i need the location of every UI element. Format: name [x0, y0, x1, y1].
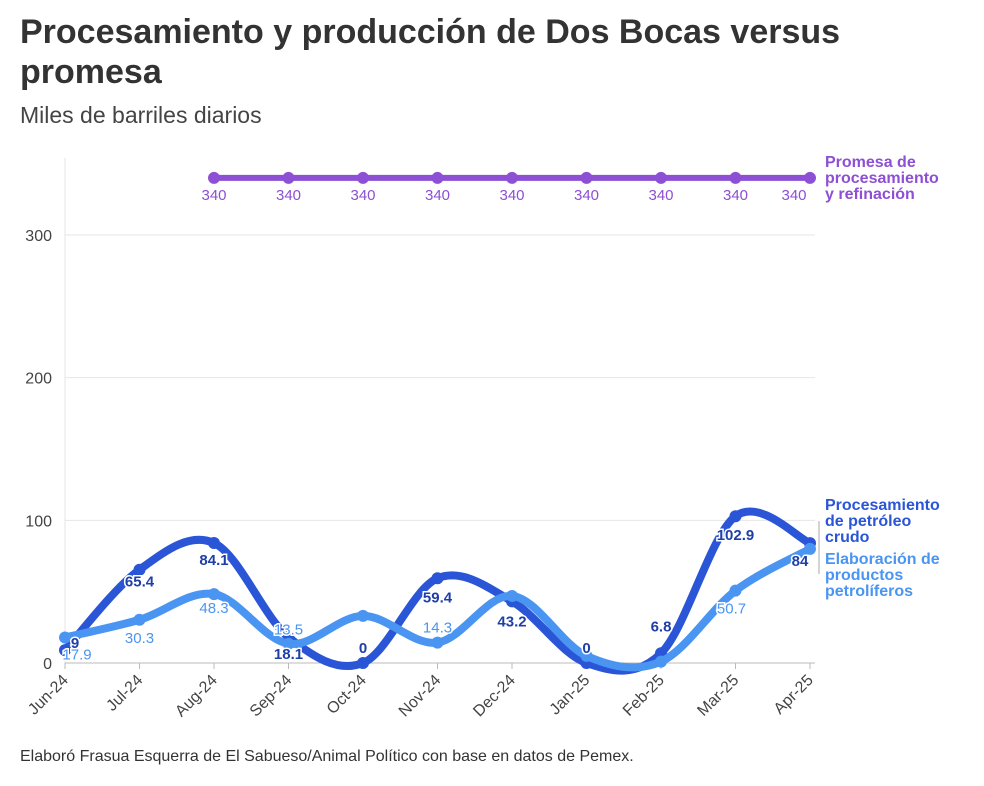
point-productos: [729, 584, 742, 597]
point-productos: [357, 609, 369, 622]
point-productos: [580, 649, 593, 662]
data-label-promesa: 340: [276, 187, 301, 204]
x-tick-label: Dec-24: [470, 672, 519, 721]
series-label-crudo: de petróleo: [825, 513, 911, 530]
point-productos: [655, 655, 667, 668]
point-productos: [506, 589, 518, 602]
data-label-crudo: 0: [582, 640, 590, 657]
data-label-crudo: 0: [359, 640, 367, 657]
point-productos: [804, 542, 816, 555]
point-promesa: [208, 171, 220, 184]
point-crudo: [357, 657, 369, 669]
data-label-crudo: 43.2: [497, 613, 526, 630]
data-label-crudo: 9: [71, 635, 79, 652]
x-tick-label: Jul-24: [103, 672, 146, 715]
x-tick-label: Nov-24: [396, 672, 445, 721]
point-promesa: [804, 171, 816, 184]
point-productos: [133, 613, 146, 626]
data-label-productos: 48.3: [199, 600, 228, 617]
source-note: Elaboró Frasua Esquerra de El Sabueso/An…: [20, 748, 634, 765]
data-label-crudo: 84: [792, 553, 809, 570]
point-promesa: [655, 171, 667, 184]
series-line-productos: [61, 544, 814, 672]
data-label-productos: 30.3: [125, 630, 154, 647]
data-label-productos: 14.3: [423, 620, 452, 637]
data-label-crudo: 6.8: [651, 618, 672, 635]
y-tick-label: 100: [25, 513, 52, 530]
point-promesa: [506, 171, 518, 184]
point-crudo: [729, 510, 742, 523]
y-tick-label: 0: [43, 656, 52, 673]
point-productos: [208, 588, 220, 601]
data-label-promesa: 340: [648, 187, 673, 204]
data-label-promesa: 340: [425, 187, 450, 204]
y-tick-label: 200: [25, 371, 52, 388]
series-label-promesa: y refinación: [825, 186, 915, 203]
chart-title: Procesamiento y producción de Dos Bocas …: [20, 13, 841, 91]
point-promesa: [729, 171, 742, 184]
point-promesa: [580, 171, 593, 184]
data-label-promesa: 340: [350, 187, 375, 204]
x-tick-label: Sep-24: [247, 672, 296, 721]
data-label-crudo: 59.4: [423, 589, 453, 606]
series-label-promesa: procesamiento: [825, 170, 939, 187]
data-label-crudo: 84.1: [199, 552, 228, 569]
point-crudo: [133, 563, 146, 576]
series-label-crudo: Procesamiento: [825, 497, 940, 514]
x-tick-label: Feb-25: [620, 672, 668, 720]
x-tick-label: Mar-25: [694, 672, 742, 720]
data-label-crudo: 18.1: [274, 646, 303, 663]
point-productos: [431, 636, 444, 649]
data-label-crudo: 65.4: [125, 574, 155, 591]
point-productos: [59, 631, 71, 644]
series-label-productos: petrolíferos: [825, 583, 913, 600]
point-crudo: [208, 537, 220, 550]
x-tick-label: Apr-25: [771, 672, 817, 718]
x-tick-label: Jan-25: [547, 672, 594, 719]
x-tick-label: Jun-24: [25, 672, 72, 719]
x-tick-label: Oct-24: [324, 672, 370, 718]
point-crudo: [431, 572, 444, 585]
series-label-productos: productos: [825, 567, 903, 584]
data-label-crudo: 102.9: [717, 527, 755, 544]
point-productos: [282, 637, 295, 650]
data-label-productos: 17.9: [62, 646, 91, 663]
series-label-promesa: Promesa de: [825, 154, 916, 171]
data-label-productos: 50.7: [717, 601, 746, 618]
chart-subtitle: Miles de barriles diarios: [20, 102, 262, 128]
y-tick-label: 300: [25, 228, 52, 245]
series-label-productos: Elaboración de: [825, 551, 940, 568]
point-crudo: [59, 644, 71, 657]
data-label-promesa: 340: [499, 187, 524, 204]
point-promesa: [282, 171, 295, 184]
data-label-productos: 13.5: [274, 622, 303, 639]
data-label-promesa: 340: [723, 187, 748, 204]
data-label-promesa: 340: [574, 187, 599, 204]
series-label-crudo: crudo: [825, 529, 870, 546]
x-tick-label: Aug-24: [172, 672, 221, 721]
point-promesa: [431, 171, 444, 184]
data-label-promesa: 340: [781, 187, 806, 204]
data-label-promesa: 340: [201, 187, 226, 204]
point-promesa: [357, 171, 369, 184]
